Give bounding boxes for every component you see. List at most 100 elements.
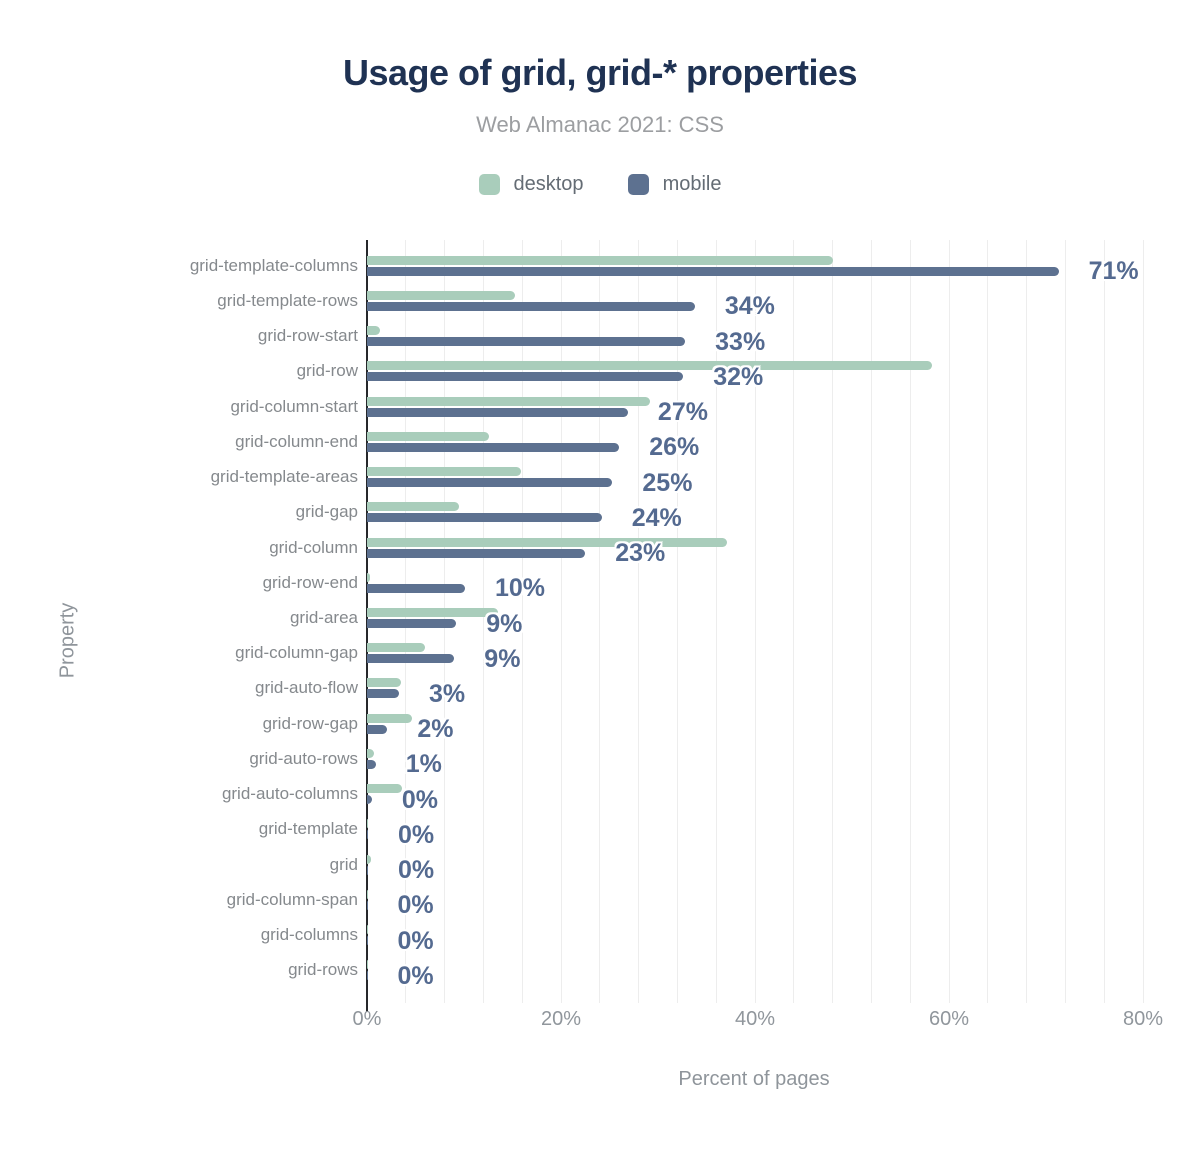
- category-row: grid-columns 0%: [261, 918, 1167, 955]
- gridline: [638, 240, 640, 1003]
- bar-mobile: [367, 759, 376, 769]
- bar-mobile: [367, 619, 457, 628]
- category-row: grid-auto-rows 1%: [249, 741, 1167, 779]
- legend-item-mobile: mobile: [627, 173, 722, 196]
- bar-desktop: [367, 255, 833, 265]
- bar-mobile: [367, 654, 455, 664]
- bar-mobile: [367, 337, 686, 347]
- legend-label-desktop: desktop: [513, 173, 584, 195]
- category-label: grid-row-gap: [262, 713, 358, 733]
- x-tick-label: 80%: [1122, 1008, 1164, 1030]
- bar-mobile: [367, 724, 388, 734]
- bar-mobile: [367, 301, 695, 311]
- bar-desktop: [367, 925, 368, 935]
- legend-swatch-mobile-icon: [627, 174, 649, 195]
- chart-subtitle: Web Almanac 2021: CSS: [476, 112, 724, 137]
- bar-mobile: [367, 971, 368, 981]
- category-row: grid-column-gap 9%: [235, 636, 1167, 673]
- category-label: grid-auto-rows: [249, 748, 358, 768]
- category-row: grid-template-columns 71%: [190, 248, 1167, 285]
- legend-swatch-desktop-icon: [478, 174, 500, 195]
- category-label: grid-column-gap: [235, 643, 358, 663]
- category-row: grid-template-areas 25%: [211, 459, 1167, 497]
- x-axis-title: Percent of pages: [678, 1068, 830, 1090]
- category-label: grid-area: [289, 608, 358, 627]
- bar-desktop: [367, 431, 490, 441]
- value-label: 2%: [417, 715, 454, 744]
- value-label: 3%: [429, 679, 466, 708]
- value-label: 25%: [642, 468, 693, 497]
- bar-mobile: [367, 442, 620, 452]
- bar-mobile: [367, 865, 368, 875]
- value-label: 23%: [615, 539, 666, 568]
- value-label: 0%: [397, 856, 435, 885]
- bar-mobile: [367, 689, 399, 699]
- category-row: grid-row 32%: [297, 354, 1167, 391]
- gridline: [715, 240, 717, 1003]
- bar-desktop: [367, 643, 426, 653]
- category-label: grid-column-end: [235, 431, 358, 451]
- category-row: grid-column-end 26%: [235, 424, 1167, 462]
- bar-desktop: [367, 854, 371, 864]
- bar-mobile: [367, 513, 602, 523]
- category-row: grid-column-span 0%: [227, 882, 1167, 920]
- category-label: grid-gap: [295, 502, 358, 522]
- gridline: [1103, 240, 1105, 1003]
- category-label: grid-columns: [260, 925, 358, 945]
- gridline: [560, 240, 562, 1003]
- gridline: [948, 240, 950, 1003]
- gridline: [676, 240, 678, 1003]
- category-label: grid: [329, 854, 358, 874]
- y-axis-title: Property: [56, 602, 79, 679]
- category-row: grid-rows 0%: [288, 953, 1167, 990]
- value-label: 27%: [657, 398, 708, 427]
- legend-label-mobile: mobile: [662, 173, 722, 195]
- bar-desktop: [367, 467, 522, 477]
- gridline: [987, 240, 989, 1003]
- bar-desktop: [367, 290, 516, 300]
- category-row: grid 0%: [330, 847, 1167, 885]
- value-label: 0%: [397, 891, 434, 920]
- category-row: grid-area 9%: [290, 600, 1167, 638]
- bar-desktop: [367, 784, 402, 794]
- value-label: 0%: [401, 785, 438, 814]
- category-row: grid-auto-flow 3%: [255, 671, 1167, 708]
- x-tick-label: 60%: [928, 1008, 970, 1030]
- bar-mobile: [367, 583, 465, 593]
- category-label: grid-column: [269, 537, 358, 557]
- category-row: grid-row-gap 2%: [263, 706, 1167, 744]
- category-row: grid-template 0%: [259, 812, 1167, 849]
- value-label: 10%: [494, 574, 546, 603]
- page-title: Usage of grid, grid-* properties: [342, 52, 858, 93]
- value-label: 0%: [397, 961, 434, 990]
- category-label: grid-template-areas: [210, 467, 358, 487]
- category-label: grid-template-rows: [217, 290, 358, 310]
- category-label: grid-rows: [288, 960, 358, 980]
- gridline: [599, 240, 601, 1003]
- category-row: grid-auto-columns 0%: [222, 777, 1167, 814]
- bar-mobile: [367, 407, 628, 417]
- bar-desktop: [367, 361, 932, 371]
- bar-desktop: [367, 326, 380, 336]
- value-label: 9%: [486, 609, 523, 638]
- category-label: grid-auto-flow: [255, 678, 358, 698]
- x-tick-label: 40%: [734, 1008, 776, 1030]
- gridline: [1142, 240, 1144, 1003]
- bar-desktop: [367, 819, 368, 829]
- bar-desktop: [367, 396, 651, 406]
- value-label: 0%: [397, 926, 434, 955]
- bar-mobile: [367, 936, 368, 946]
- bar-mobile: [367, 266, 1059, 276]
- bar-desktop: [367, 572, 370, 582]
- value-label: 9%: [484, 644, 521, 673]
- value-label: 26%: [649, 433, 700, 462]
- bar-mobile: [367, 830, 368, 840]
- category-label: grid-template: [258, 819, 358, 839]
- gridline: [1026, 240, 1028, 1003]
- x-tick-label: 0%: [352, 1008, 382, 1030]
- bar-desktop: [367, 678, 401, 688]
- bar-desktop: [367, 960, 368, 970]
- value-label: 1%: [405, 750, 442, 779]
- gridline: [793, 240, 795, 1003]
